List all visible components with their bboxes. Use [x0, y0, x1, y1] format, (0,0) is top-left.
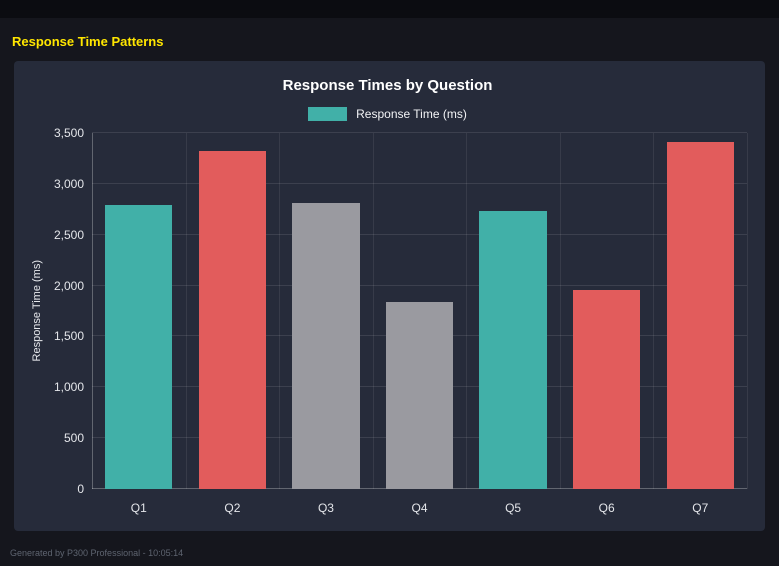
bar-q1 — [105, 205, 173, 489]
page-title: Response Time Patterns — [12, 34, 164, 49]
v-gridline — [279, 133, 281, 489]
footer-note: Generated by P300 Professional - 10:05:1… — [10, 548, 184, 558]
v-gridline — [466, 133, 468, 489]
x-tick-label: Q6 — [598, 501, 615, 515]
h-gridline — [92, 182, 747, 184]
x-tick-label: Q1 — [130, 501, 147, 515]
h-gridline — [92, 233, 747, 235]
x-tick-label: Q7 — [692, 501, 709, 515]
y-tick-label: 2,000 — [53, 278, 84, 293]
y-tick-label: 1,500 — [53, 329, 84, 344]
x-tick-label: Q4 — [411, 501, 428, 515]
v-gridline — [185, 133, 187, 489]
y-tick-label: 1,000 — [53, 380, 84, 395]
y-tick-label: 3,000 — [53, 176, 84, 191]
y-tick-label: 500 — [63, 431, 84, 446]
chart-title: Response Times by Question — [282, 77, 493, 94]
chart-panel: Response Times by Question Response Time… — [14, 61, 765, 531]
y-tick-label: 3,500 — [53, 126, 84, 140]
window-top-strip — [0, 0, 779, 18]
v-gridline — [372, 133, 374, 489]
bar-q4 — [385, 301, 454, 489]
plot-area — [92, 132, 748, 489]
bar-q2 — [198, 151, 267, 489]
bar-q5 — [479, 211, 547, 489]
v-gridline — [92, 133, 93, 489]
y-axis-title-wrap: Response Time (ms) — [28, 133, 46, 489]
h-gridline — [92, 132, 747, 133]
y-axis-ticks: 0 500 1,000 1,500 2,000 2,500 3,000 3,500 — [46, 127, 92, 495]
x-tick-label: Q2 — [224, 501, 241, 515]
y-axis-title: Response Time (ms) — [31, 260, 43, 362]
legend-label: Response Time (ms) — [356, 107, 467, 121]
y-tick-label: 2,500 — [53, 227, 84, 242]
chart-legend: Response Time (ms) — [28, 107, 747, 121]
bar-q7 — [666, 142, 734, 489]
v-gridline — [559, 133, 561, 489]
h-gridline — [92, 284, 747, 286]
bar-q6 — [572, 289, 641, 489]
v-gridline — [747, 133, 748, 489]
x-tick-label: Q5 — [505, 501, 522, 515]
x-tick-label: Q3 — [317, 501, 334, 515]
v-gridline — [653, 133, 655, 489]
chart-body: Response Time (ms) 0 500 1,000 1,500 2,000 2,… — [28, 127, 748, 495]
legend-swatch — [308, 107, 348, 121]
y-tick-label: 0 — [77, 482, 84, 496]
x-axis-labels: Q1 Q2 Q3 Q4 Q5 Q6 Q7 — [92, 501, 747, 515]
bar-q3 — [292, 203, 360, 489]
